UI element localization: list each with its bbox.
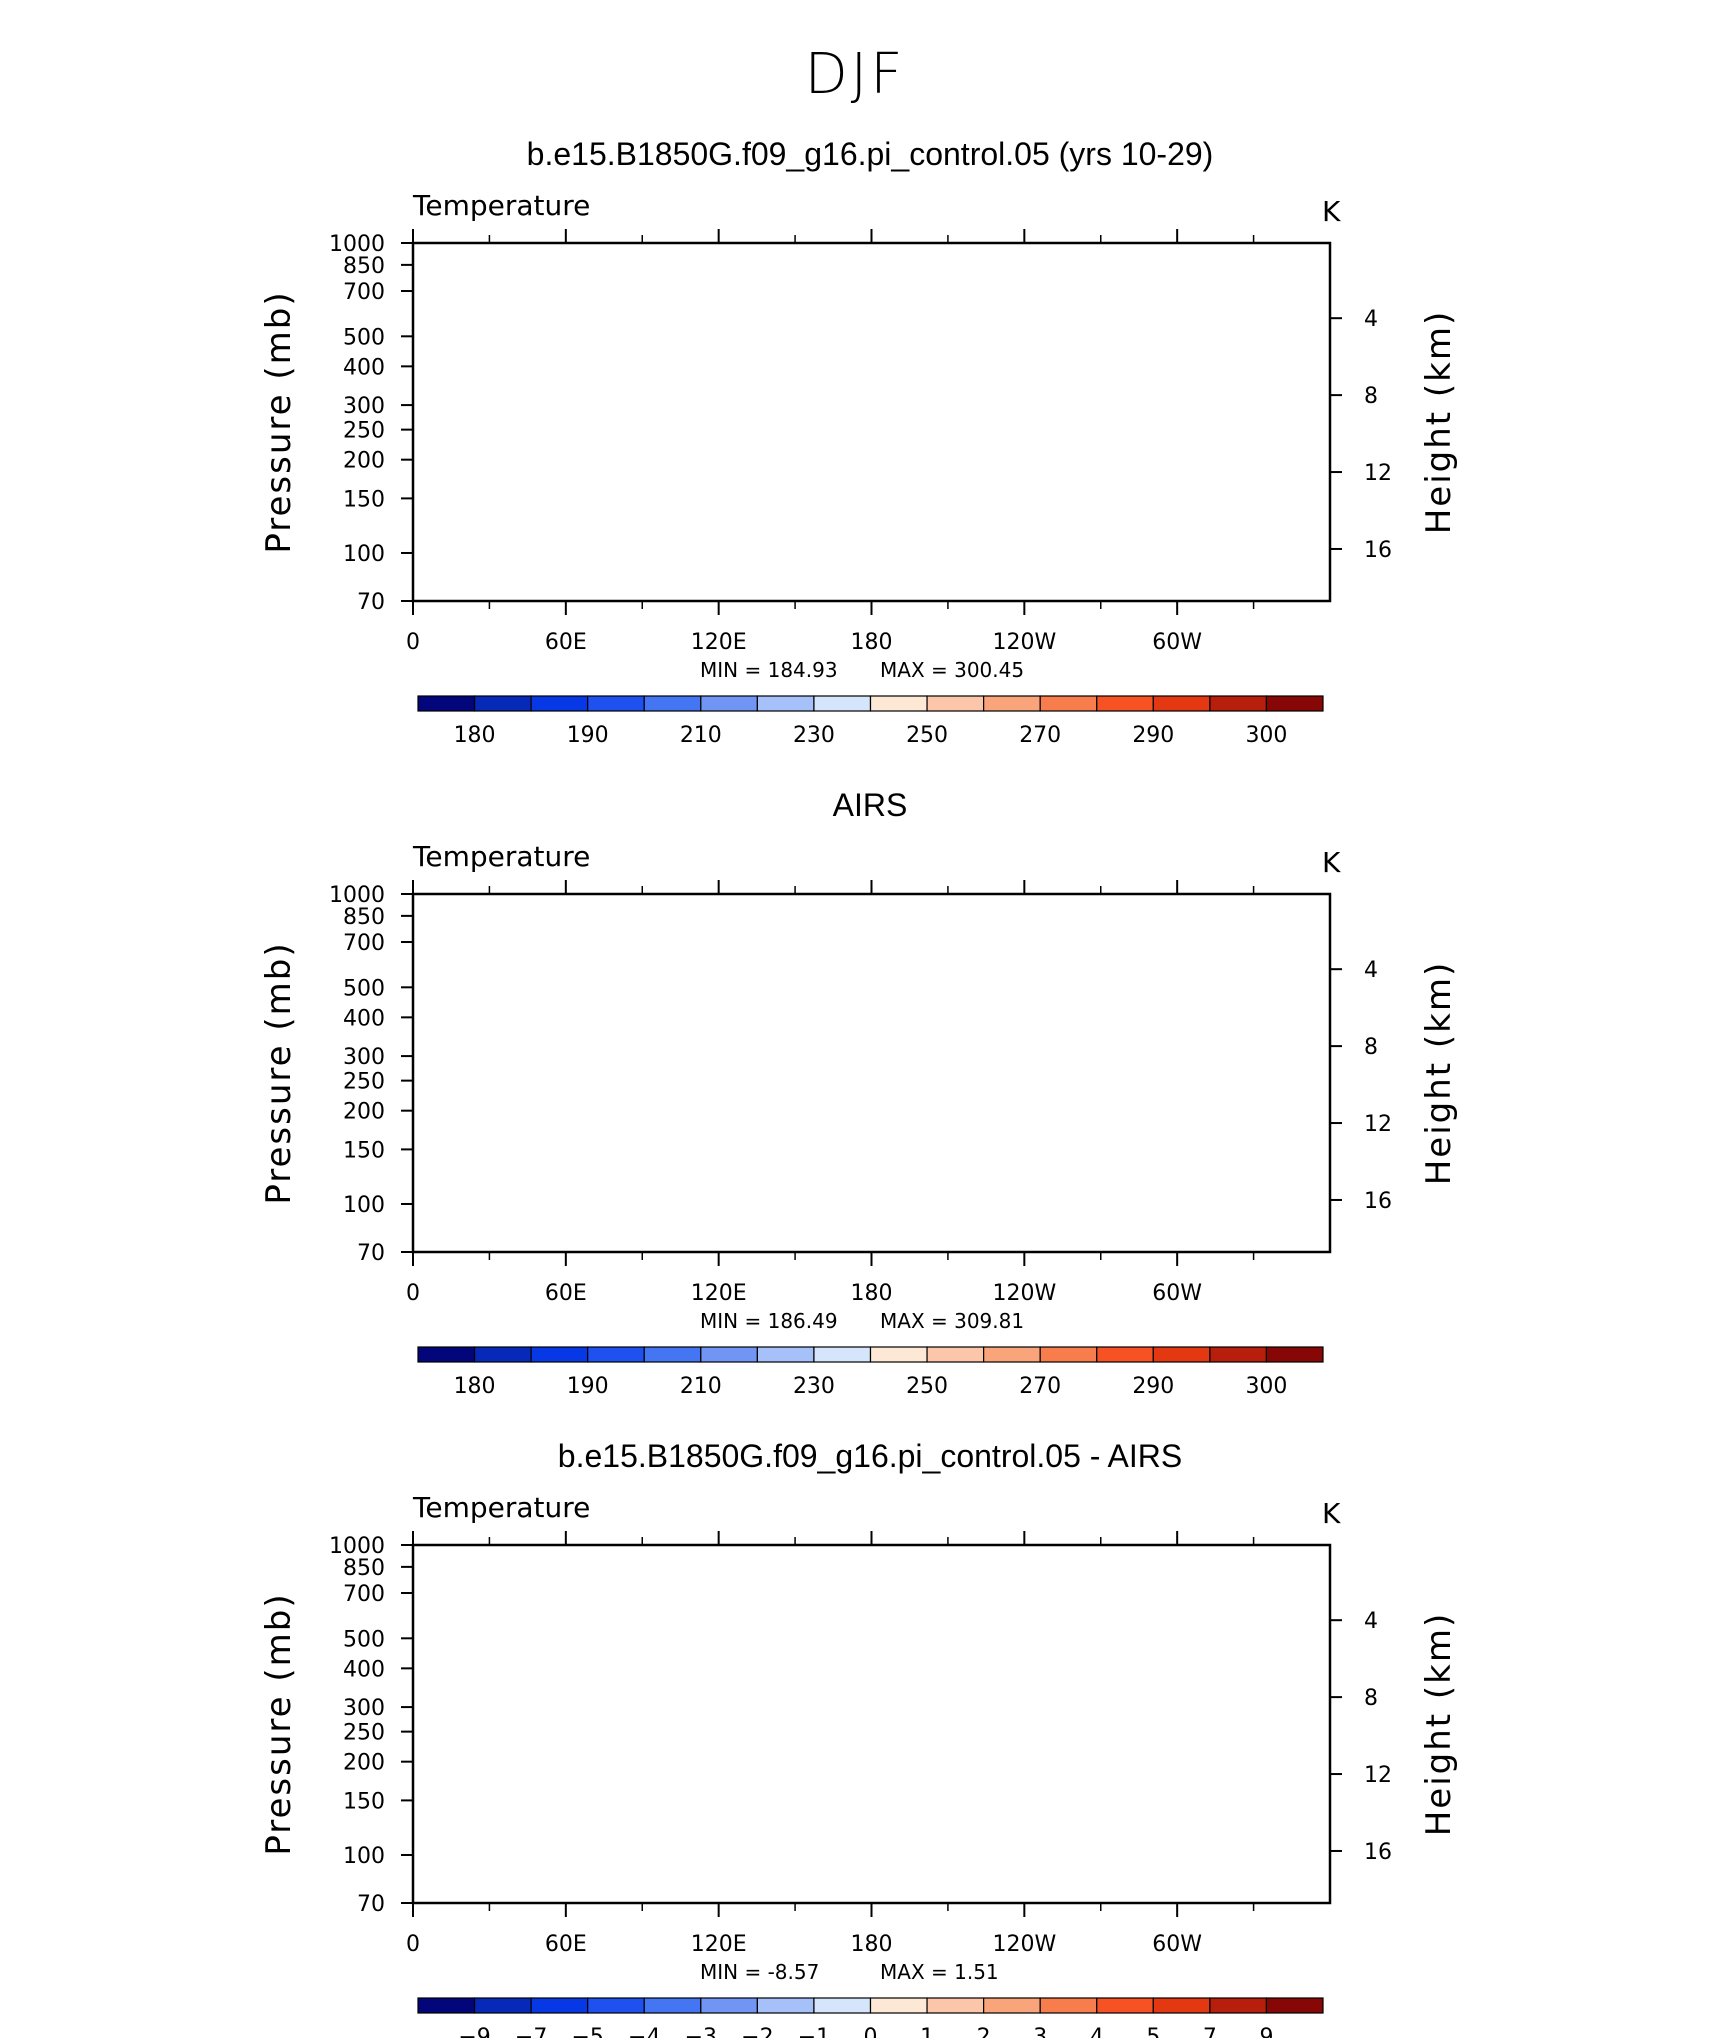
pressure-tick-label: 300 [343, 394, 385, 419]
pressure-tick-label: 500 [343, 325, 385, 350]
pressure-tick-label: 400 [343, 355, 385, 380]
height-tick-label: 12 [1364, 461, 1392, 486]
colorbar-swatch [1096, 695, 1154, 712]
pressure-tick-label: 1000 [329, 232, 385, 257]
lon-tick-label: 180 [851, 630, 893, 655]
colorbar-swatch [473, 695, 532, 712]
y-axis-label-right: Height (km) [1419, 310, 1459, 535]
units-label: K [1322, 846, 1341, 879]
variable-name: Temperature [412, 840, 590, 873]
colorbar-tick-label: 290 [1132, 723, 1174, 748]
colorbar-tick-label: 300 [1245, 723, 1287, 748]
colorbar-tick-label: 180 [454, 723, 496, 748]
colorbar-swatch [700, 695, 758, 712]
colorbar-swatch [813, 695, 872, 712]
colorbar-swatch [983, 695, 1041, 712]
variable-name: Temperature [412, 189, 590, 222]
panel-title: AIRS [833, 787, 908, 823]
colorbar-tick-label: 210 [680, 723, 722, 748]
pressure-tick-label: 100 [343, 542, 385, 567]
colorbar-swatch [869, 695, 928, 712]
pressure-tick-label: 700 [343, 280, 385, 305]
colorbar-swatch [926, 695, 985, 712]
page-title: DJF [804, 42, 906, 107]
lon-tick-label: 0 [406, 630, 420, 655]
colorbar-swatch [756, 695, 815, 712]
pressure-tick-label: 70 [357, 590, 385, 615]
lon-tick-label: 60W [1152, 630, 1202, 655]
colorbar-swatch [1209, 695, 1268, 712]
units-label: K [1322, 195, 1341, 228]
lon-tick-label: 120W [992, 630, 1056, 655]
colorbar-swatch [643, 695, 702, 712]
plot-frame [411, 241, 1332, 603]
colorbar-tick-label: 270 [1019, 723, 1061, 748]
colorbar-swatch [1265, 695, 1324, 712]
height-tick-label: 16 [1364, 538, 1392, 563]
colorbar-swatch [530, 695, 589, 712]
height-tick-label: 8 [1364, 384, 1378, 409]
min-label: MIN = 184.93 [700, 658, 838, 682]
lon-tick-label: 120E [691, 630, 747, 655]
panel-title: b.e15.B1850G.f09_g16.pi_control.05 (yrs … [527, 136, 1214, 172]
colorbar-swatch [587, 695, 645, 712]
lon-tick-label: 60E [545, 630, 587, 655]
colorbar-tick-label: 230 [793, 723, 835, 748]
pressure-tick-label: 850 [343, 254, 385, 279]
pressure-tick-label: 150 [343, 487, 385, 512]
pressure-tick-label: 250 [343, 419, 385, 444]
colorbar-tick-label: 190 [567, 723, 609, 748]
height-tick-label: 4 [1364, 307, 1378, 332]
colorbar-tick-label: 250 [906, 723, 948, 748]
pressure-tick-label: 200 [343, 449, 385, 474]
colorbar-swatch [417, 695, 476, 712]
colorbar-swatch [1152, 695, 1211, 712]
max-label: MAX = 300.45 [880, 658, 1024, 682]
y-axis-label-left: Pressure (mb) [259, 290, 299, 553]
colorbar: 180 190 210 230 250 270 290 300 [417, 695, 1324, 748]
panel-1: b.e15.B1850G.f09_g16.pi_control.05 (yrs … [259, 136, 1459, 748]
colorbar-swatch [1039, 695, 1098, 712]
